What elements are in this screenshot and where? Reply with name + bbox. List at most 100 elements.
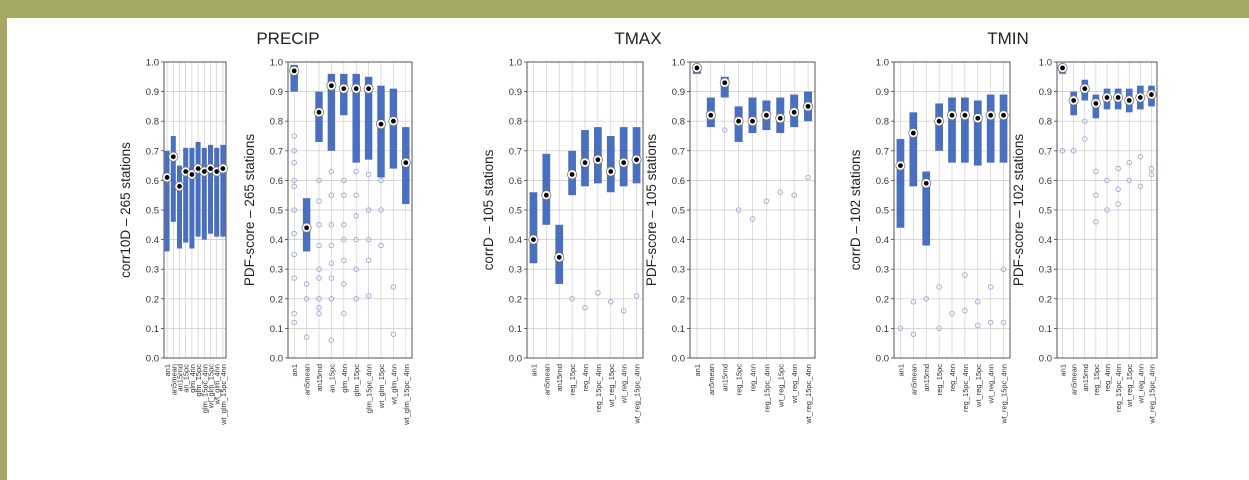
outlier-point xyxy=(721,127,728,133)
outlier-point xyxy=(1000,266,1007,272)
median-point xyxy=(183,169,189,174)
outlier-point xyxy=(316,296,322,302)
y-tick-label: 0.8 xyxy=(146,117,159,128)
y-tick-label: 0.1 xyxy=(270,324,283,335)
y-tick-label: 0.1 xyxy=(146,324,159,335)
median-point xyxy=(634,157,639,163)
outlier-point xyxy=(353,192,359,198)
box-0 xyxy=(529,192,538,264)
median-point xyxy=(291,68,297,74)
x-tick-label: an_15pc xyxy=(182,364,191,393)
y-tick-label: 0.3 xyxy=(270,265,283,276)
box-0 xyxy=(896,138,905,228)
outlier-point xyxy=(1137,183,1144,190)
y-tick-label: 0.3 xyxy=(146,265,159,276)
outlier-point xyxy=(316,310,322,317)
median-point xyxy=(621,160,627,166)
x-tick-label: reg_15pc xyxy=(1092,364,1101,396)
median-point xyxy=(736,118,742,124)
outlier-point xyxy=(791,192,797,198)
plot-frame xyxy=(1056,61,1158,359)
median-point xyxy=(1060,65,1065,71)
y-axis-label: PDF-score – 102 stations xyxy=(1011,134,1026,287)
x-tick-label: wt_glm_15pc_4nn xyxy=(402,364,411,426)
x-tick-label: an1 xyxy=(290,364,299,377)
box-7 xyxy=(208,144,213,234)
y-tick-label: 0.8 xyxy=(270,117,283,128)
outlier-point xyxy=(390,284,397,290)
y-tick-label: 0.7 xyxy=(270,146,283,157)
y-tick-label: 0.5 xyxy=(146,206,159,217)
median-point xyxy=(569,172,575,177)
box-7 xyxy=(986,94,995,163)
x-tick-label: an5mean xyxy=(303,364,312,395)
outlier-point xyxy=(897,325,904,332)
x-tick-label: an15rnd xyxy=(176,364,185,392)
x-tick-label: an1 xyxy=(529,364,538,377)
median-point xyxy=(391,118,396,124)
x-tick-label: glm_15pc_4nn xyxy=(365,364,374,413)
y-tick-label: 0.7 xyxy=(509,146,522,157)
y-tick-label: 0.4 xyxy=(672,235,685,246)
median-point xyxy=(214,169,220,174)
box-3 xyxy=(935,103,943,151)
median-point xyxy=(220,166,226,171)
outlier-point xyxy=(353,236,359,243)
plot-frame xyxy=(287,61,413,359)
box-7 xyxy=(619,127,628,187)
x-tick-label: wt_reg_15pc_4nn xyxy=(804,364,813,425)
plot-frame xyxy=(526,61,644,359)
x-tick-label: glm_15pc_4nn xyxy=(200,364,209,413)
outlier-point xyxy=(365,293,372,299)
box-5 xyxy=(195,141,201,237)
outlier-point xyxy=(1115,201,1121,207)
x-tick-label: wt_reg_4nn xyxy=(790,364,799,404)
y-tick-label: 0.9 xyxy=(672,87,685,98)
outlier-point xyxy=(910,299,917,305)
y-tick-label: 0.0 xyxy=(509,354,522,365)
median-point xyxy=(936,118,942,124)
y-tick-label: 0.1 xyxy=(509,324,522,335)
outlier-point xyxy=(633,293,640,299)
chart-panel-1: 0.0 0.1 0.2 0.3 0.4 0.5 0.6 0.7 0.8 0.9 1.0 PDF-sco… xyxy=(242,58,413,426)
median-point xyxy=(582,160,588,166)
y-tick-label: 0.5 xyxy=(672,206,685,217)
y-tick-label: 0.5 xyxy=(1039,206,1052,217)
outlier-point xyxy=(1126,159,1132,166)
median-point xyxy=(791,109,797,115)
outlier-point xyxy=(1115,186,1121,193)
y-tick-label: 0.0 xyxy=(1039,354,1052,365)
y-tick-label: 0.9 xyxy=(270,87,283,98)
y-tick-label: 0.0 xyxy=(672,354,685,365)
y-tick-label: 0.6 xyxy=(876,176,889,187)
outlier-point xyxy=(328,168,335,175)
box-4 xyxy=(189,147,195,249)
outlier-point xyxy=(1093,219,1099,225)
median-point xyxy=(1149,92,1154,97)
box-6 xyxy=(364,76,373,160)
outlier-point xyxy=(1000,319,1007,326)
box-8 xyxy=(389,88,398,169)
outlier-point xyxy=(316,177,322,184)
box-2 xyxy=(177,165,182,249)
outlier-point xyxy=(341,222,347,228)
outlier-point xyxy=(1059,148,1066,154)
y-tick-label: 0.9 xyxy=(1039,87,1052,98)
y-tick-label: 0.1 xyxy=(1039,324,1052,335)
box-0 xyxy=(164,150,170,252)
outlier-point xyxy=(378,207,384,213)
x-tick-label: an1 xyxy=(896,364,905,377)
outlier-point xyxy=(763,198,770,204)
median-point xyxy=(195,166,201,171)
outlier-point xyxy=(303,281,310,287)
median-point xyxy=(898,163,903,169)
y-tick-label: 0.7 xyxy=(876,146,889,157)
median-point xyxy=(170,154,176,160)
x-tick-label: wt_glm_15pc xyxy=(377,364,386,409)
outlier-point xyxy=(1093,168,1099,175)
outlier-point xyxy=(316,198,322,204)
outlier-point xyxy=(923,296,929,302)
y-tick-label: 0.6 xyxy=(672,176,685,187)
